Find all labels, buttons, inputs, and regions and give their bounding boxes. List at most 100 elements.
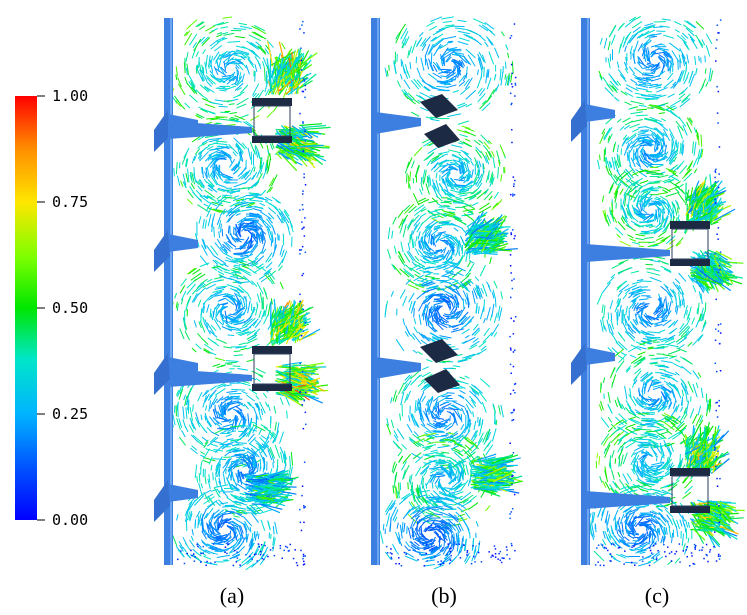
velocity-vector — [239, 564, 241, 566]
velocity-vector — [478, 51, 485, 63]
velocity-vector — [254, 196, 269, 201]
velocity-vector — [233, 549, 236, 552]
velocity-vector — [257, 545, 264, 556]
velocity-vector — [249, 235, 253, 248]
velocity-vector — [448, 490, 462, 495]
velocity-vector — [479, 378, 491, 388]
velocity-vector — [511, 411, 514, 414]
velocity-vector — [428, 337, 437, 343]
velocity-vector — [460, 275, 470, 283]
velocity-vector — [423, 459, 436, 466]
velocity-vector — [210, 157, 217, 165]
velocity-vector — [175, 100, 181, 107]
velocity-vector — [469, 29, 482, 37]
velocity-vector — [408, 45, 412, 56]
velocity-vector — [477, 93, 486, 103]
velocity-vector — [236, 230, 242, 238]
velocity-vector — [218, 477, 222, 485]
velocity-vector — [428, 397, 434, 402]
velocity-vector — [180, 180, 184, 187]
velocity-vector — [398, 218, 404, 229]
velocity-vector — [458, 80, 466, 87]
velocity-vector — [458, 37, 470, 42]
velocity-vector — [413, 438, 425, 445]
velocity-vector — [269, 447, 276, 459]
velocity-vector — [249, 462, 253, 468]
velocity-vector — [210, 562, 212, 564]
velocity-vector — [204, 86, 211, 92]
velocity-vector — [236, 103, 247, 109]
velocity-vector — [227, 404, 241, 411]
velocity-vector — [223, 293, 236, 300]
velocity-vector — [492, 156, 496, 169]
velocity-vector — [212, 162, 216, 169]
velocity-vector — [419, 402, 422, 417]
velocity-vector — [416, 290, 427, 300]
velocity-vector — [299, 300, 301, 303]
velocity-vector — [189, 407, 193, 422]
velocity-vector — [247, 267, 257, 275]
velocity-vector — [233, 554, 241, 559]
velocity-vector — [272, 525, 275, 535]
velocity-vector — [395, 562, 397, 565]
velocity-vector — [197, 299, 202, 307]
velocity-vector — [439, 43, 448, 49]
velocity-vector — [190, 272, 202, 281]
velocity-vector — [447, 518, 456, 527]
velocity-vector — [470, 430, 477, 441]
velocity-vector — [452, 541, 456, 549]
velocity-vector — [292, 314, 297, 328]
velocity-vector — [264, 196, 273, 202]
velocity-vector — [269, 143, 274, 150]
velocity-vector — [406, 219, 413, 229]
velocity-vector — [473, 473, 491, 479]
velocity-vector — [301, 485, 304, 487]
velocity-vector — [249, 504, 258, 507]
velocity-vector — [453, 215, 462, 220]
velocity-vector — [453, 306, 458, 314]
velocity-vector — [401, 218, 407, 226]
velocity-vector — [238, 526, 244, 540]
velocity-vector — [482, 283, 488, 297]
velocity-vector — [445, 222, 457, 227]
velocity-vector — [440, 75, 448, 78]
velocity-vector — [244, 520, 251, 531]
velocity-vector — [172, 413, 176, 426]
velocity-vector — [189, 94, 198, 103]
velocity-vector — [231, 416, 236, 428]
velocity-vector — [390, 558, 393, 560]
velocity-vector — [462, 436, 468, 440]
velocity-vector — [429, 177, 432, 186]
velocity-vector — [248, 538, 253, 547]
velocity-vector — [446, 72, 456, 80]
velocity-vector — [246, 394, 255, 402]
velocity-vector — [478, 419, 481, 427]
velocity-vector — [451, 279, 459, 284]
velocity-vector — [236, 97, 249, 106]
velocity-vector — [258, 480, 267, 485]
velocity-vector — [286, 546, 289, 549]
velocity-vector — [188, 74, 196, 88]
velocity-vector — [204, 475, 207, 485]
velocity-vector — [283, 549, 285, 552]
velocity-vector — [284, 57, 293, 71]
velocity-vector — [214, 316, 219, 322]
velocity-vector — [218, 118, 232, 121]
velocity-vector — [462, 494, 474, 503]
velocity-vector — [442, 56, 446, 66]
velocity-vector — [299, 253, 301, 255]
velocity-vector — [430, 304, 436, 314]
velocity-vector — [433, 213, 441, 216]
velocity-vector — [248, 34, 262, 42]
velocity-vector — [408, 501, 414, 508]
velocity-vector — [225, 233, 232, 244]
velocity-vector — [450, 404, 462, 411]
velocity-vector — [243, 307, 248, 316]
velocity-vector — [217, 539, 229, 544]
velocity-vector — [269, 549, 272, 551]
velocity-vector — [230, 116, 240, 120]
velocity-vector — [216, 411, 228, 420]
velocity-vector — [510, 35, 513, 37]
velocity-vector — [485, 155, 490, 165]
velocity-vector — [464, 127, 475, 132]
